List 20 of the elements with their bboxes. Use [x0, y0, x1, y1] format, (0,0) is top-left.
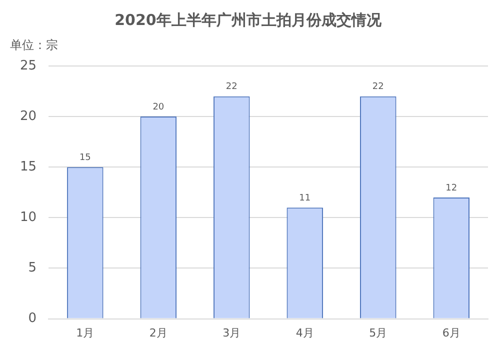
- data-label: 15: [79, 152, 91, 163]
- y-tick-label: 25: [20, 58, 37, 74]
- data-label: 20: [152, 102, 164, 112]
- x-tick-label: 1月: [76, 326, 94, 340]
- x-tick-label: 2月: [149, 326, 168, 340]
- x-tick-label: 5月: [369, 326, 388, 340]
- y-tick-label: 15: [20, 159, 37, 174]
- x-tick-label: 6月: [442, 326, 460, 340]
- y-tick-label: 0: [28, 311, 37, 326]
- y-axis-title: 单位：宗: [10, 38, 58, 52]
- data-label: 22: [372, 82, 384, 92]
- y-tick-label: 5: [28, 260, 37, 276]
- y-tick-label: 10: [20, 210, 37, 226]
- data-label: 12: [446, 183, 458, 194]
- chart-title: 2020年上半年广州市土拍月份成交情况: [114, 10, 382, 29]
- x-tick-label: 3月: [222, 326, 241, 340]
- data-label: 11: [299, 193, 311, 204]
- data-label: 22: [226, 82, 238, 92]
- x-tick-label: 4月: [296, 326, 314, 340]
- y-tick-label: 20: [20, 108, 37, 124]
